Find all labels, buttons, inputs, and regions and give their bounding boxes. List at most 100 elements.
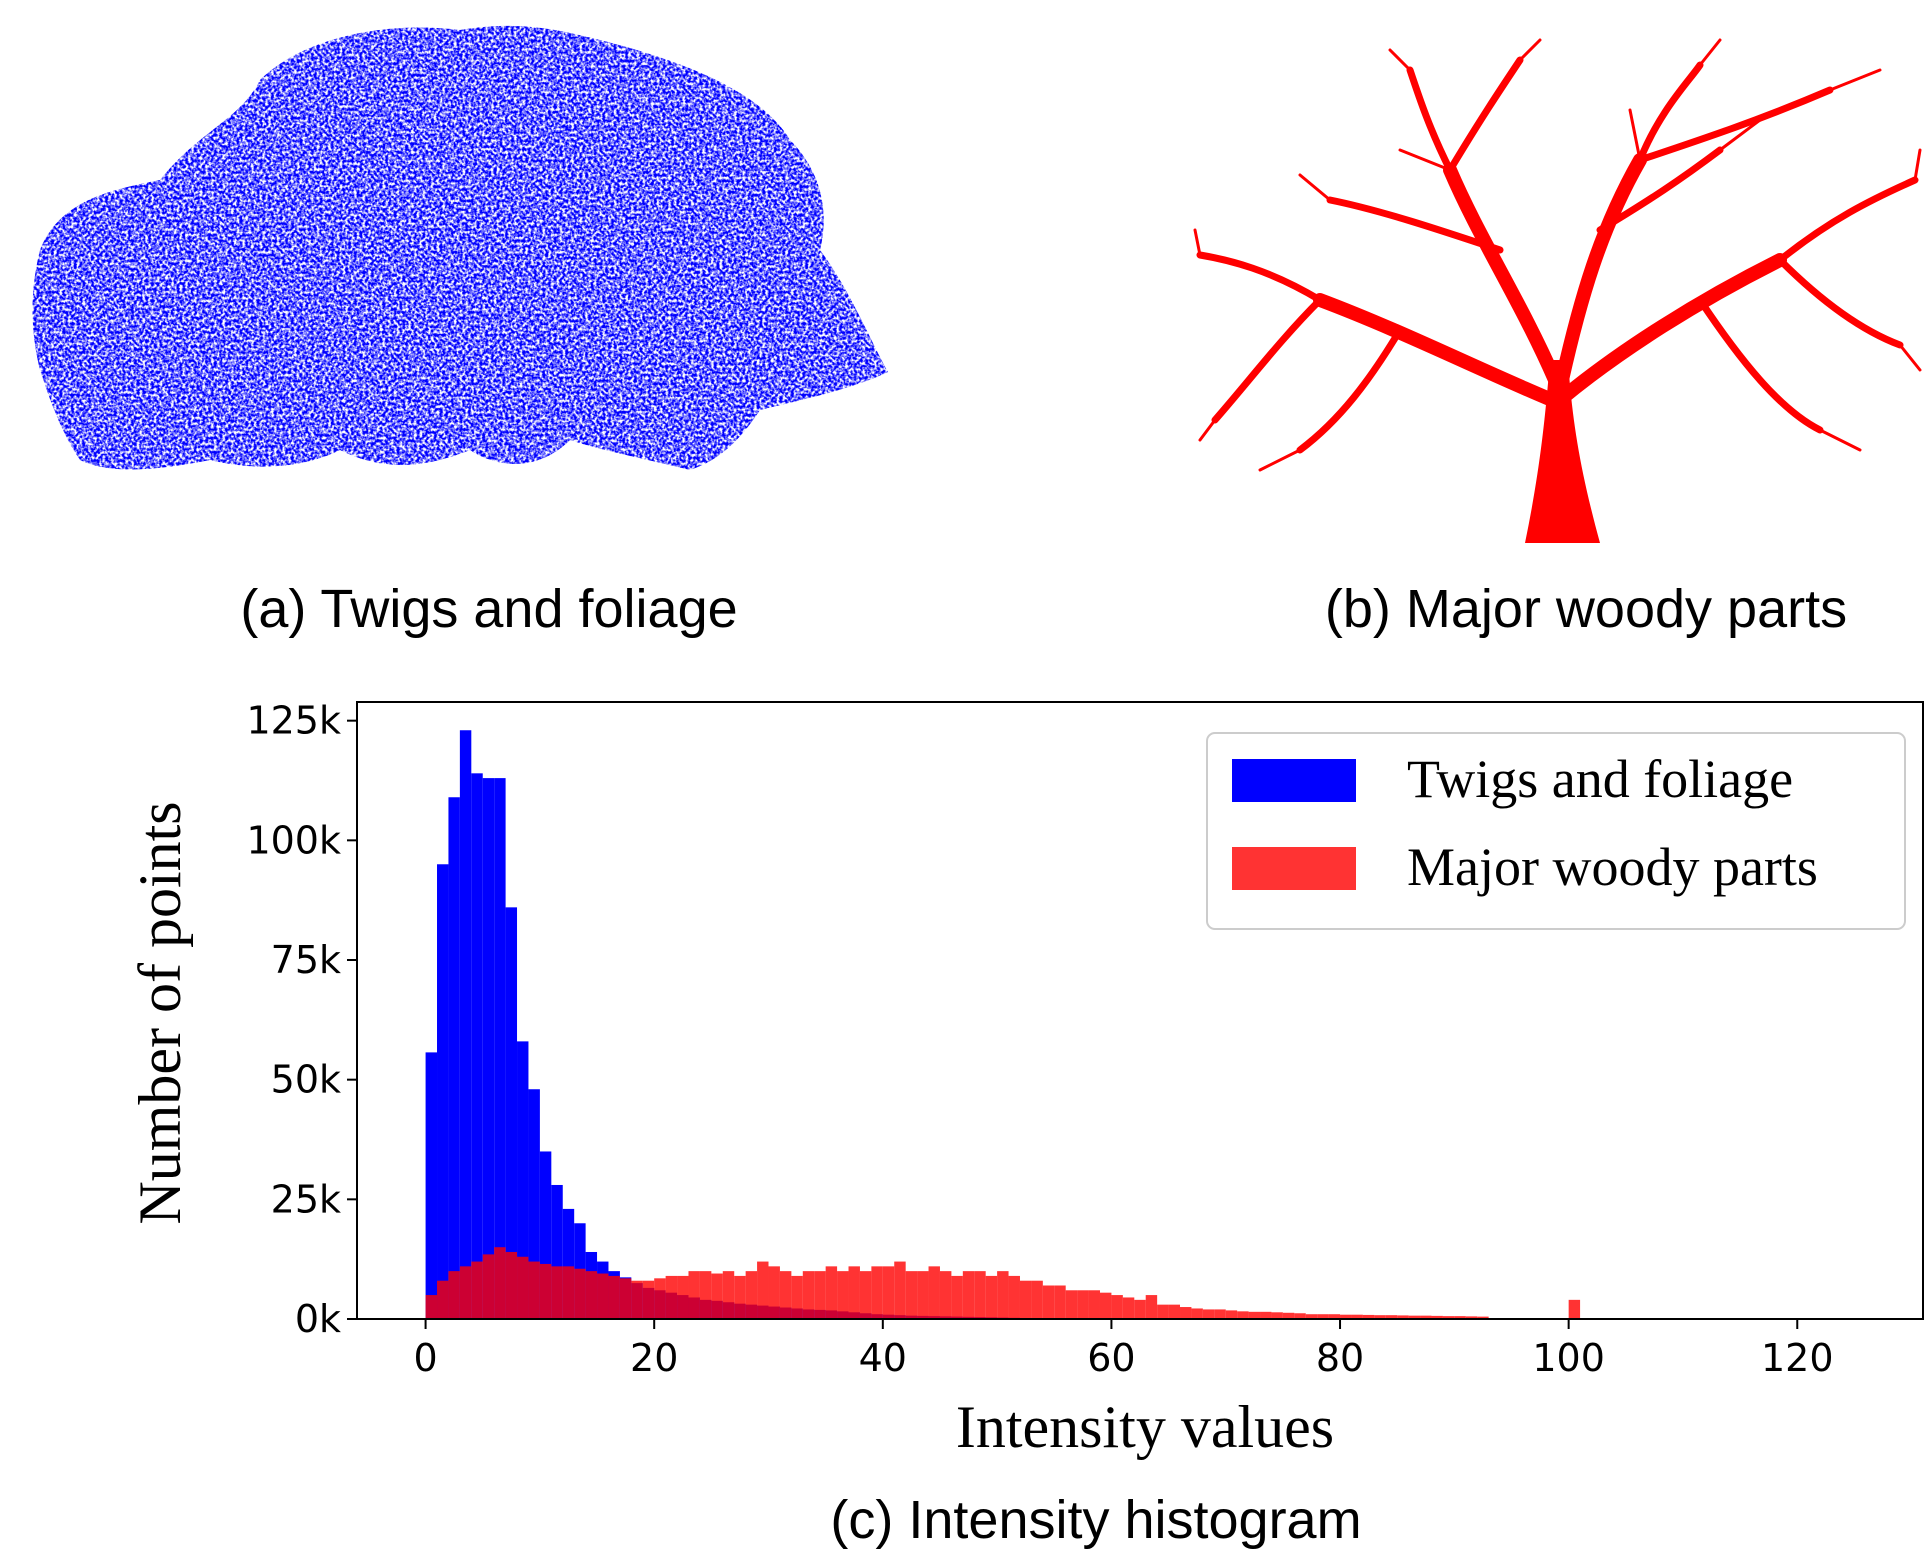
x-tick-label: 100 [1532, 1336, 1605, 1380]
histogram-bar [791, 1275, 803, 1319]
histogram-bar [539, 1151, 552, 1319]
histogram-bar [757, 1261, 769, 1319]
series [425, 1247, 1581, 1319]
histogram-bar [539, 1263, 552, 1319]
histogram-bar [528, 1089, 540, 1319]
histogram-bar [665, 1275, 678, 1319]
histogram-bar [551, 1184, 563, 1319]
histogram-bar [1271, 1312, 1283, 1319]
histogram-bar [1019, 1280, 1032, 1319]
histogram-bar [1008, 1275, 1020, 1319]
histogram-bar [1157, 1304, 1169, 1319]
histogram-bar [448, 797, 460, 1319]
y-tick-label: 25k [271, 1177, 341, 1221]
histogram-bar [985, 1275, 998, 1319]
histogram-bar [1317, 1314, 1329, 1319]
histogram-bar [699, 1271, 712, 1319]
histogram-bar [459, 730, 472, 1319]
histogram-bar [1374, 1315, 1386, 1319]
histogram-bar [1362, 1314, 1375, 1319]
histogram-bar [1328, 1314, 1341, 1319]
histogram-bar [448, 1271, 460, 1319]
x-tick-label: 0 [413, 1336, 437, 1380]
histogram-bar [1465, 1316, 1478, 1319]
histogram-bar [562, 1266, 575, 1319]
y-tick-label: 100k [246, 818, 341, 862]
histogram-bar [562, 1208, 575, 1319]
histogram-bar [734, 1275, 746, 1319]
histogram-bar [1408, 1315, 1421, 1319]
histogram-bar [619, 1278, 632, 1319]
histogram-bar [517, 1041, 529, 1319]
y-tick-label: 75k [271, 938, 341, 982]
histogram-bar [631, 1280, 643, 1319]
legend-swatch [1232, 759, 1356, 802]
histogram-bar [1385, 1315, 1398, 1319]
histogram-bar [1305, 1314, 1318, 1319]
histogram-bar [722, 1271, 735, 1319]
histogram-bar [471, 773, 483, 1319]
histogram-bar [745, 1271, 758, 1319]
histogram-bar [1099, 1292, 1112, 1319]
histogram-bar [1340, 1314, 1352, 1319]
foliage-point-cloud [32, 25, 888, 471]
legend-swatch [1232, 847, 1356, 890]
histogram-bar [1042, 1285, 1055, 1319]
histogram-bar [551, 1266, 563, 1319]
histogram-bar [974, 1271, 986, 1319]
histogram-bar [482, 778, 495, 1319]
histogram-bar [597, 1273, 609, 1319]
histogram-bar [768, 1266, 780, 1319]
histogram-bar [1088, 1290, 1100, 1319]
plot-frame [356, 701, 1924, 1320]
histogram-bar [1065, 1290, 1078, 1319]
histogram-bar [962, 1271, 975, 1319]
histogram-bar [1168, 1304, 1181, 1319]
histogram-bar [859, 1271, 872, 1319]
histogram-bar [642, 1280, 655, 1319]
histogram-bar [1568, 1299, 1581, 1319]
histogram-bar [654, 1278, 666, 1319]
histogram-bar [1145, 1295, 1158, 1319]
panel-caption: (b) Major woody parts [1325, 579, 1847, 639]
histogram-bar [1225, 1310, 1238, 1319]
histogram-bar [928, 1266, 940, 1319]
histogram-bar [1122, 1297, 1135, 1319]
histogram-bar [1134, 1299, 1146, 1319]
y-tick-label: 50k [271, 1058, 341, 1102]
histogram-bar [894, 1261, 906, 1319]
histogram-bar [459, 1266, 472, 1319]
histogram-bar [1191, 1308, 1203, 1319]
histogram-bar [482, 1254, 495, 1319]
histogram-bar [1442, 1316, 1455, 1319]
y-tick-label: 0k [295, 1297, 341, 1341]
histogram-bar [1397, 1315, 1409, 1319]
histogram-bar [802, 1271, 815, 1319]
woody-point-cloud [1193, 38, 1922, 543]
histogram-bar [1431, 1315, 1443, 1319]
histogram-bar [1111, 1295, 1123, 1319]
histogram-bar [848, 1266, 860, 1319]
histogram-bar [1454, 1316, 1466, 1319]
histogram-bar [494, 1247, 506, 1319]
histogram-bar [1054, 1285, 1066, 1319]
histogram-bar [494, 778, 506, 1319]
histogram-bar [425, 1052, 438, 1319]
histogram-bar [437, 864, 449, 1319]
histogram-bar [471, 1261, 483, 1319]
y-tick-label: 125k [246, 699, 341, 743]
histogram-bar [517, 1256, 529, 1319]
legend-box [1206, 732, 1906, 930]
histogram-bar [1282, 1312, 1295, 1319]
histogram-bar [882, 1266, 895, 1319]
histogram-bar [677, 1275, 689, 1319]
histogram-bar [905, 1271, 918, 1319]
x-tick-label: 60 [1087, 1336, 1135, 1380]
histogram-bar [574, 1268, 586, 1319]
histogram-bar [1077, 1290, 1089, 1319]
x-tick-label: 120 [1761, 1336, 1834, 1380]
histogram-bar [779, 1271, 792, 1319]
histogram-bar [1260, 1311, 1272, 1319]
histogram-bar [917, 1271, 929, 1319]
